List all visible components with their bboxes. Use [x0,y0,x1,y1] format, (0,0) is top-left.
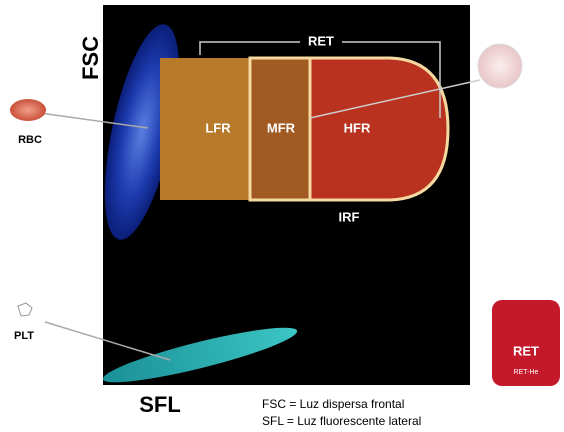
diagram: FSC SFL RET LFR MFR HFR IRF RBC PLT FSC … [0,0,564,432]
legend-item: SFL = Luz fluorescente lateral [262,414,421,428]
region-label: HFR [344,120,371,135]
legend-item: FSC = Luz dispersa frontal [262,397,404,411]
region-label: IRF [339,209,360,224]
cell-label: PLT [14,330,34,342]
badge-title: RET [513,343,539,358]
hfr-region [310,58,448,200]
reticulocyte-cell [478,44,522,88]
region-label: LFR [205,120,231,135]
plt-cell [18,303,32,316]
region-label: RET [308,33,334,48]
x-axis-label: SFL [139,392,181,417]
region-label: MFR [267,120,296,135]
badge-subtitle: RET-He [514,369,539,376]
y-axis-label: FSC [78,36,103,80]
rbc-cell [10,99,46,121]
cell-label: RBC [18,134,42,146]
